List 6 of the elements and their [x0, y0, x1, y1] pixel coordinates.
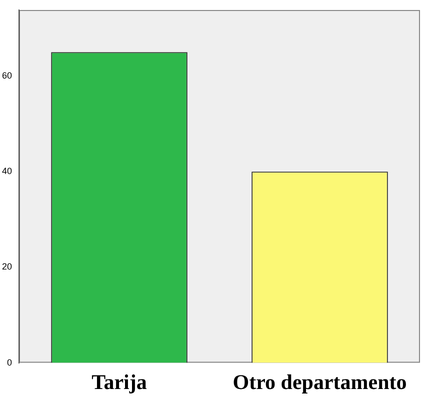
y-tick-label: 0 — [6, 357, 12, 368]
y-tick-label: 40 — [2, 166, 12, 176]
x-tick-label: Otro departamento — [232, 370, 407, 394]
y-tick-label: 20 — [2, 262, 12, 272]
y-tick-label: 60 — [2, 70, 12, 80]
x-tick-label: Tarija — [92, 370, 148, 394]
